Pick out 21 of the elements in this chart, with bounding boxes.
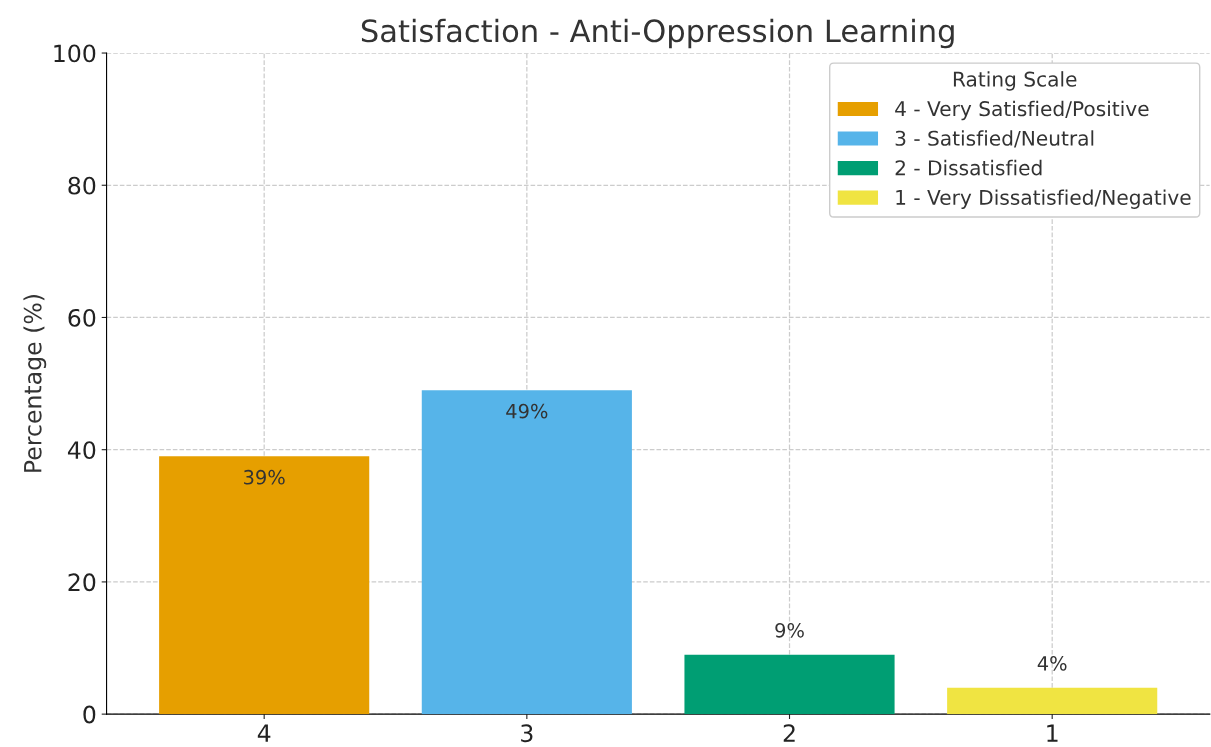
data-label: 9%: [775, 622, 804, 638]
x-tick-label: 2: [783, 724, 795, 742]
x-tick-label: 3: [521, 724, 533, 743]
y-tick-label: 0: [83, 705, 96, 724]
legend-label: 3 - Satisfied/Neutral: [895, 130, 1094, 148]
data-label: 4%: [1037, 655, 1067, 671]
legend-label: 2 - Dissatisfied: [895, 159, 1042, 176]
legend-title: Rating Scale: [953, 71, 1077, 91]
y-tick-label: 100: [54, 44, 96, 63]
x-tick-label: 1: [1047, 724, 1058, 742]
x-tick-label: 4: [257, 724, 271, 742]
legend-label: 1 - Very Dissatisfied/Negative: [896, 189, 1191, 209]
chart-title: Satisfaction - Anti-Oppression Learning: [361, 18, 954, 49]
legend-label: 4 - Very Satisfied/Positive: [895, 100, 1149, 121]
y-tick-label: 40: [67, 441, 96, 459]
y-tick-label: 80: [68, 176, 96, 195]
data-label: 49%: [506, 403, 548, 419]
y-tick-label: 20: [68, 573, 96, 592]
y-axis-title: Percentage (%): [23, 295, 47, 472]
data-label: 39%: [244, 469, 285, 485]
y-tick-label: 60: [68, 308, 96, 327]
